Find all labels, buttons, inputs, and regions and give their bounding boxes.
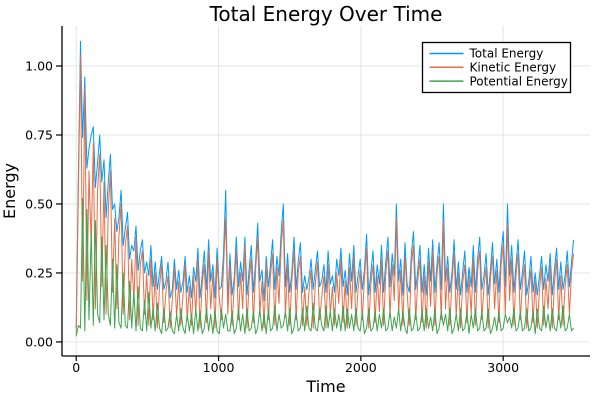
legend-label-potential-energy: Potential Energy (470, 74, 568, 88)
y-tick-label: 0.25 (25, 265, 53, 280)
legend-label-total-energy: Total Energy (469, 47, 544, 61)
series-line-potential-energy (75, 197, 574, 337)
y-tick-label: 1.00 (25, 59, 53, 74)
legend-label-kinetic-energy: Kinetic Energy (470, 61, 557, 75)
x-tick-label: 0 (72, 360, 80, 375)
x-tick-label: 1000 (203, 360, 235, 375)
y-axis-label: Energy (0, 163, 19, 219)
chart-title: Total Energy Over Time (209, 2, 443, 26)
series-line-kinetic-energy (75, 54, 575, 334)
y-tick-label: 0.50 (25, 196, 53, 211)
x-axis-label: Time (305, 377, 345, 396)
y-tick-label: 0.00 (25, 334, 53, 349)
y-tick-label: 0.75 (25, 127, 53, 142)
x-tick-label: 2000 (345, 360, 377, 375)
series-line-total-energy (75, 40, 575, 329)
x-tick-label: 3000 (487, 360, 519, 375)
